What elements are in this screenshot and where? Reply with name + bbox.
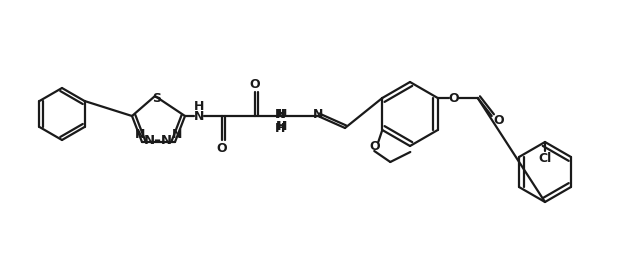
Text: N: N xyxy=(172,129,182,142)
Text: O: O xyxy=(217,142,227,154)
Text: N: N xyxy=(194,111,204,124)
Text: H: H xyxy=(276,120,286,133)
Text: S: S xyxy=(152,92,161,105)
Text: Cl: Cl xyxy=(538,152,552,164)
Text: O: O xyxy=(449,92,459,105)
Text: O: O xyxy=(369,139,380,153)
Text: H: H xyxy=(278,109,287,119)
Text: O: O xyxy=(250,78,260,91)
Text: N: N xyxy=(135,129,145,142)
Text: H: H xyxy=(277,120,287,133)
Text: N–N: N–N xyxy=(144,134,173,147)
Text: O: O xyxy=(493,114,504,126)
Text: H: H xyxy=(275,121,285,134)
Text: H: H xyxy=(276,109,286,121)
Text: N: N xyxy=(313,107,323,120)
Text: N: N xyxy=(275,107,285,120)
Text: H: H xyxy=(194,100,204,112)
